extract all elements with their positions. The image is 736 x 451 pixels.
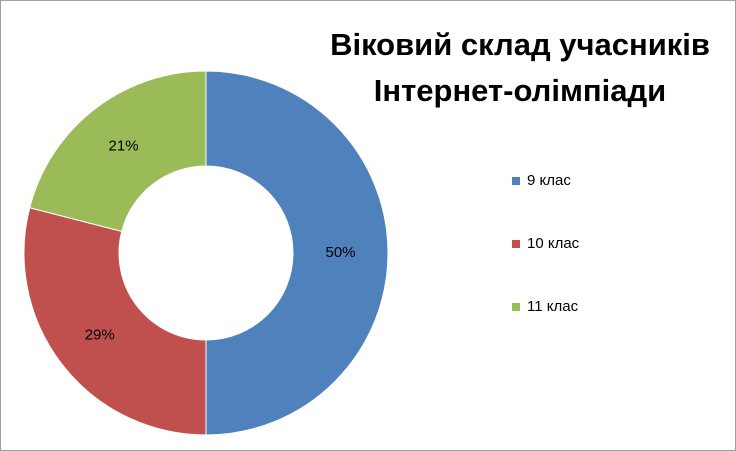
- chart-title: Віковий склад учасників Інтернет-олімпіа…: [330, 27, 710, 108]
- legend-swatch: [512, 303, 520, 311]
- data-label: 50%: [325, 244, 355, 261]
- legend-label: 9 клас: [527, 172, 571, 189]
- legend-swatch: [512, 177, 520, 185]
- donut-slice: [205, 70, 389, 436]
- legend-swatch: [512, 240, 520, 248]
- data-label: 21%: [109, 138, 139, 155]
- legend-label: 10 клас: [527, 235, 580, 252]
- donut-slice: [23, 207, 207, 436]
- donut-slice: [29, 70, 207, 232]
- legend-label: 11 клас: [527, 298, 579, 315]
- data-label: 29%: [85, 326, 115, 343]
